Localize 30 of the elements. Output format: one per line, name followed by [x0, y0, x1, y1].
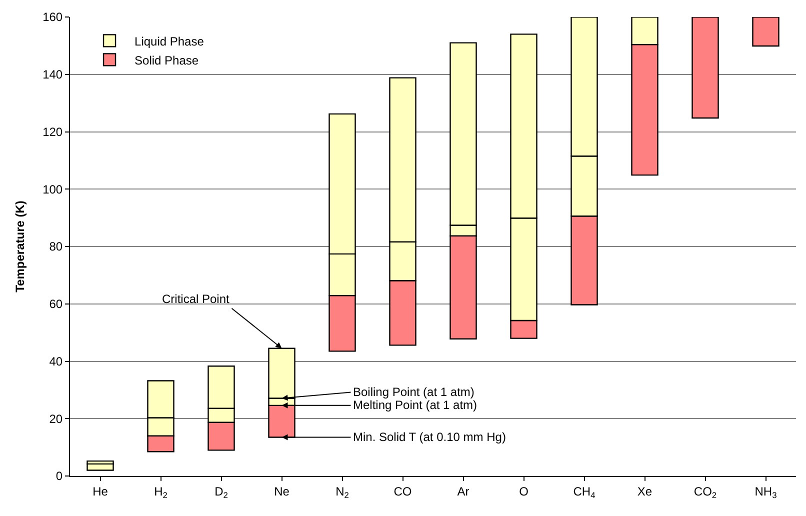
x-tick-label: CH$_{4}$: [573, 484, 596, 500]
x-tick-label: Ar: [457, 484, 470, 498]
legend-label: Solid Phase: [134, 53, 199, 68]
y-tick-label: 120: [42, 124, 63, 139]
x-tick-label: D$_{2}$: [214, 484, 228, 500]
x-tick-label: NH$_{3}$: [754, 484, 778, 500]
annotation: Min. Solid T (at 0.10 mm Hg): [353, 430, 506, 444]
x-tick-label: H$_{2}$: [154, 484, 168, 500]
x-tick-label: CO: [394, 484, 412, 498]
x-tick-label: O: [519, 484, 528, 498]
annotation: Boiling Point (at 1 atm): [353, 385, 474, 399]
y-tick-label: 60: [49, 297, 63, 312]
x-tick-label: Ne: [274, 484, 290, 498]
y-tick-label: 80: [49, 240, 63, 254]
y-tick-label: 160: [42, 10, 63, 24]
y-tick-label: 100: [42, 182, 63, 196]
x-tick-label: He: [92, 484, 108, 498]
x-tick-label: N$_{2}$: [336, 484, 350, 500]
annotation: Critical Point: [162, 292, 230, 306]
y-tick-label: 40: [49, 354, 63, 368]
y-axis-title: Temperature (K): [12, 200, 27, 292]
annotation: Melting Point (at 1 atm): [353, 398, 478, 412]
x-tick-label: CO$_{2}$: [694, 484, 717, 500]
y-tick-label: 0: [56, 469, 63, 484]
legend-label: Liquid Phase: [134, 34, 204, 48]
bar: [692, 17, 719, 119]
bar: [752, 17, 780, 47]
y-tick-label: 20: [49, 412, 63, 426]
x-tick-label: Xe: [637, 484, 652, 498]
y-tick-label: 140: [42, 68, 63, 82]
